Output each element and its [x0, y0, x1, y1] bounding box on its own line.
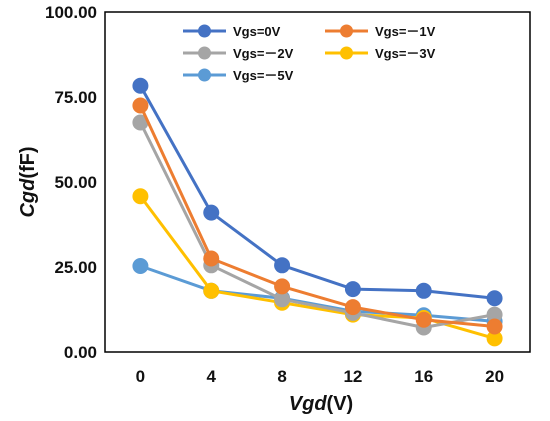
legend-label: Vgs=－1V	[375, 24, 436, 39]
legend-label: Vgs=－2V	[233, 46, 294, 61]
data-point	[132, 257, 149, 274]
data-point	[203, 250, 220, 267]
data-point	[415, 311, 432, 328]
x-tick-label: 4	[207, 367, 217, 386]
series-layer	[132, 77, 503, 347]
data-point	[132, 188, 149, 205]
data-point	[344, 281, 361, 298]
legend-marker	[340, 46, 353, 60]
y-tick-label: 0.00	[64, 343, 97, 362]
x-tick-label: 8	[277, 367, 286, 386]
legend-marker	[198, 46, 211, 60]
x-axis-ticks: 0 4 8 12 16 20	[136, 367, 504, 386]
legend-item: Vgs=－3V	[325, 46, 436, 61]
legend-marker	[198, 68, 211, 82]
data-point	[486, 290, 503, 307]
legend-label: Vgs=－3V	[375, 46, 436, 61]
data-point	[203, 282, 220, 299]
plot-frame	[104, 11, 531, 353]
series-line	[139, 121, 495, 330]
series-line	[139, 104, 495, 328]
data-point	[274, 278, 291, 295]
y-tick-label: 100.00	[45, 3, 97, 22]
legend-item: Vgs=－1V	[325, 24, 436, 39]
y-axis-title: Cgd(fF)	[17, 146, 39, 217]
series-1	[132, 77, 503, 307]
legend-item: Vgs=－5V	[183, 68, 294, 83]
data-point	[132, 97, 149, 114]
legend-marker	[198, 24, 211, 38]
series-2	[132, 97, 503, 335]
x-axis-title: Vgd(V)	[289, 393, 353, 415]
x-tick-label: 20	[485, 367, 504, 386]
legend-label: Vgs=0V	[233, 24, 281, 39]
x-tick-label: 0	[136, 367, 145, 386]
y-tick-label: 75.00	[54, 88, 97, 107]
data-point	[274, 257, 291, 274]
x-tick-label: 16	[414, 367, 433, 386]
data-point	[486, 318, 503, 335]
y-axis-ticks: 0.00 25.00 50.00 75.00 100.00	[45, 3, 97, 362]
y-tick-label: 50.00	[54, 173, 97, 192]
legend-label: Vgs=－5V	[233, 68, 294, 83]
data-point	[203, 204, 220, 221]
x-tick-label: 12	[343, 367, 362, 386]
y-tick-label: 25.00	[54, 258, 97, 277]
legend-item: Vgs=－2V	[183, 46, 294, 61]
data-point	[132, 77, 149, 94]
legend-item: Vgs=0V	[183, 24, 281, 39]
legend: Vgs=0V Vgs=－1V Vgs=－2V Vgs=－3V Vgs=－5V	[183, 24, 436, 83]
data-point	[344, 299, 361, 316]
legend-marker	[340, 24, 353, 38]
data-point	[415, 282, 432, 299]
series-line	[139, 85, 495, 300]
